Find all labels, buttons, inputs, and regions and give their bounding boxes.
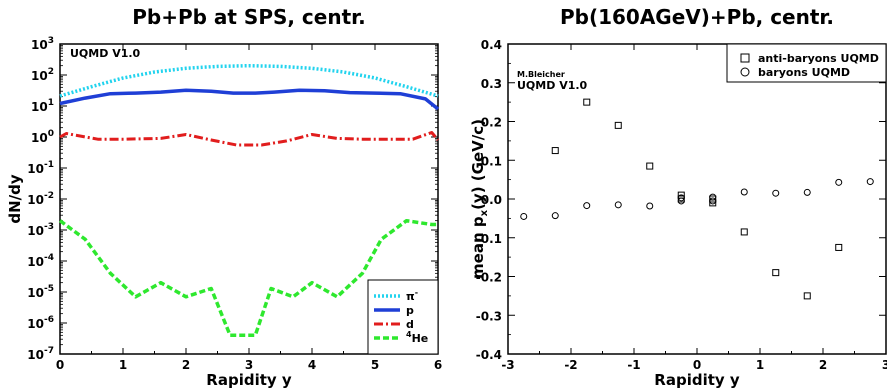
anti-baryon-point bbox=[551, 147, 559, 155]
left-x-tick-label: 6 bbox=[434, 358, 442, 372]
baryon-point bbox=[866, 178, 874, 186]
left-x-tick-label: 5 bbox=[371, 358, 379, 372]
right-x-tick-label: 1 bbox=[756, 358, 764, 372]
left-y-tick-label: 10-4 bbox=[27, 253, 54, 269]
left-series-line-0 bbox=[59, 63, 439, 98]
right-model-label: UQMD V1.0 bbox=[517, 79, 588, 92]
baryon-point bbox=[709, 197, 717, 205]
right-x-tick-label: 0 bbox=[693, 358, 701, 372]
left-y-axis-label: dN/dy bbox=[6, 174, 24, 224]
left-chart-title: Pb+Pb at SPS, centr. bbox=[132, 5, 366, 29]
left-y-tick-label: 10-7 bbox=[27, 346, 54, 362]
right-y-tick-label: -0.2 bbox=[476, 271, 502, 285]
right-y-tick-label: -0.3 bbox=[476, 309, 502, 323]
left-y-tick-label: 10-2 bbox=[27, 191, 54, 207]
right-legend-label: anti-baryons UQMD bbox=[758, 52, 879, 65]
left-y-tick-label: 10-3 bbox=[27, 222, 54, 238]
baryon-point bbox=[520, 212, 528, 220]
right-author-label: M.Bleicher bbox=[517, 70, 565, 79]
left-y-tick-label: 103 bbox=[31, 36, 54, 52]
left-x-axis-label: Rapidity y bbox=[206, 371, 292, 389]
baryon-point bbox=[614, 201, 622, 209]
right-x-axis-label: Rapidity y bbox=[654, 371, 740, 389]
left-x-tick-label: 1 bbox=[119, 358, 127, 372]
left-legend-label: d bbox=[406, 318, 414, 331]
right-y-tick-label: 0.3 bbox=[481, 77, 502, 91]
right-legend-box bbox=[726, 43, 887, 83]
right-x-tick-label: -1 bbox=[627, 358, 640, 372]
baryon-point bbox=[835, 178, 843, 186]
left-series-line-1 bbox=[59, 88, 440, 111]
right-y-tick-label: -0.1 bbox=[476, 232, 502, 246]
right-x-tick-label: 3 bbox=[882, 358, 887, 372]
right-y-tick-label: 0.4 bbox=[481, 38, 502, 52]
right-y-tick-label: -0.4 bbox=[476, 348, 502, 362]
right-x-tick-label: -3 bbox=[501, 358, 514, 372]
baryon-point bbox=[677, 197, 685, 205]
right-x-tick-label: 2 bbox=[819, 358, 827, 372]
left-y-tick-label: 100 bbox=[31, 129, 54, 145]
anti-baryon-point bbox=[614, 121, 622, 129]
left-legend-label: p bbox=[406, 304, 414, 317]
left-y-tick-label: 10-6 bbox=[27, 315, 54, 331]
left-x-tick-label: 0 bbox=[56, 358, 64, 372]
left-series-line-2 bbox=[59, 131, 440, 147]
right-chart-title: Pb(160AGeV)+Pb, centr. bbox=[560, 5, 834, 29]
right-y-axis-label: mean px(y) (GeV/c) bbox=[469, 119, 490, 279]
right-y-tick-label: 0.2 bbox=[481, 116, 502, 130]
left-x-tick-label: 2 bbox=[182, 358, 190, 372]
baryon-point bbox=[583, 202, 591, 210]
anti-baryon-point bbox=[709, 195, 717, 203]
anti-baryon-point bbox=[803, 292, 811, 300]
right-legend-circle-marker bbox=[740, 67, 750, 77]
right-y-tick-label: 0.1 bbox=[481, 154, 502, 168]
right-y-tick-label: 0.0 bbox=[481, 193, 502, 207]
anti-baryon-point bbox=[835, 243, 843, 251]
left-x-tick-label: 4 bbox=[308, 358, 316, 372]
right-x-tick-label: -2 bbox=[564, 358, 577, 372]
left-chart: Pb+Pb at SPS, centr. 0 1 2 3 4 5 6 10-7 10-6 10-5… bbox=[6, 5, 442, 389]
anti-baryon-point bbox=[646, 162, 654, 170]
anti-baryon-point bbox=[772, 269, 780, 277]
left-y-tick-label: 10-1 bbox=[27, 160, 54, 176]
left-x-tick-label: 3 bbox=[245, 358, 253, 372]
baryon-point bbox=[803, 188, 811, 196]
anti-baryon-point bbox=[583, 98, 591, 106]
baryon-point bbox=[551, 212, 559, 220]
baryon-point bbox=[646, 202, 654, 210]
right-chart: Pb(160AGeV)+Pb, centr. -3 -2 -1 0 1 2 3 -0.4 -0.… bbox=[469, 5, 887, 389]
baryon-point bbox=[772, 189, 780, 197]
left-legend-label: π- bbox=[406, 288, 418, 303]
left-model-label: UQMD V1.0 bbox=[70, 47, 141, 60]
right-legend-label: baryons UQMD bbox=[758, 66, 850, 79]
baryon-point bbox=[677, 194, 685, 202]
left-y-tick-label: 10-5 bbox=[27, 284, 54, 300]
right-legend-square-marker bbox=[740, 53, 750, 63]
left-y-tick-label: 101 bbox=[31, 98, 54, 114]
baryon-point bbox=[709, 193, 717, 201]
left-series-line-3 bbox=[58, 218, 438, 338]
anti-baryon-point bbox=[740, 228, 748, 236]
left-y-tick-label: 102 bbox=[31, 67, 54, 83]
baryon-point bbox=[740, 188, 748, 196]
left-legend-box bbox=[367, 279, 439, 355]
left-legend-label: 4He bbox=[406, 330, 428, 345]
